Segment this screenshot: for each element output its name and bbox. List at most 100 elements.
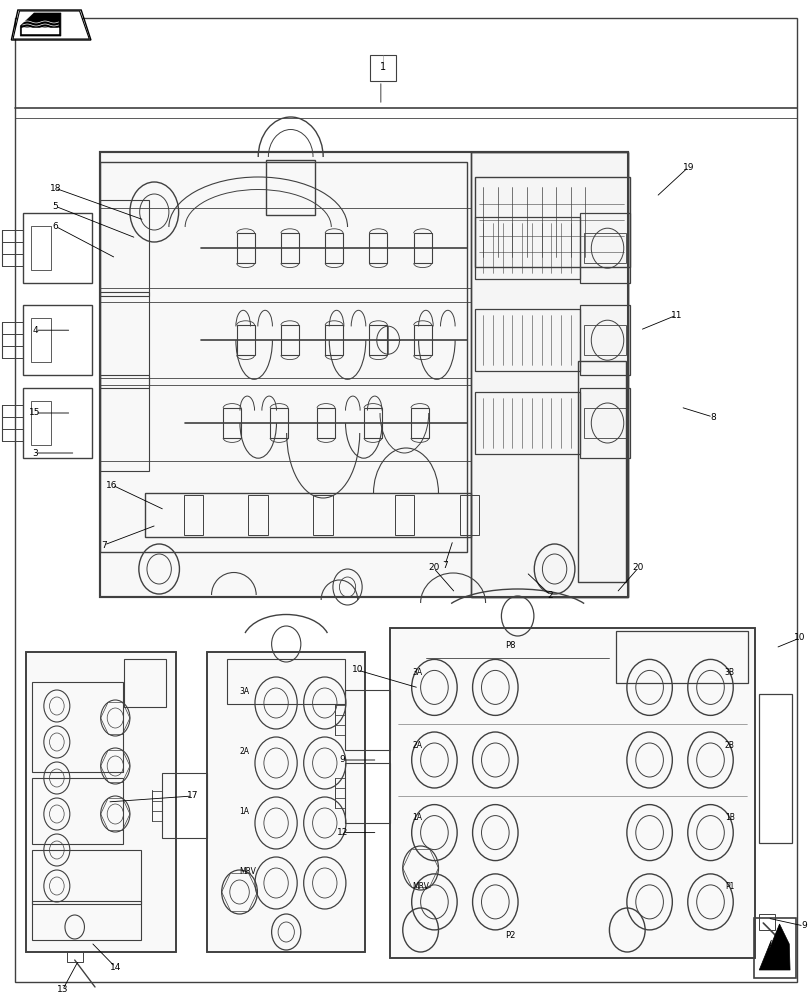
Bar (183, 495, 203, 535)
Text: 7: 7 (441, 560, 448, 569)
Bar (31, 226, 51, 270)
Bar (67, 952, 83, 962)
Text: 2: 2 (547, 590, 552, 599)
Bar (370, 55, 396, 81)
Bar (474, 309, 579, 371)
Bar (470, 152, 627, 597)
Bar (227, 659, 345, 704)
Text: 2A: 2A (239, 746, 249, 756)
Text: 1A: 1A (412, 813, 422, 822)
Bar (100, 152, 627, 597)
Bar (237, 233, 254, 263)
Bar (144, 493, 471, 537)
Polygon shape (22, 28, 59, 34)
Bar (26, 652, 176, 952)
Bar (316, 408, 334, 438)
Text: 3A: 3A (239, 686, 249, 696)
Bar (410, 408, 428, 438)
Text: 2A: 2A (412, 740, 422, 750)
Text: 17: 17 (187, 792, 198, 800)
Bar (32, 850, 140, 904)
Bar (413, 233, 431, 263)
Bar (32, 778, 122, 844)
Text: 16: 16 (106, 481, 118, 489)
Text: 20: 20 (632, 564, 643, 572)
Text: 9: 9 (800, 922, 806, 930)
Bar (23, 213, 92, 283)
Polygon shape (20, 13, 61, 36)
Bar (207, 652, 365, 952)
Bar (583, 325, 625, 355)
Bar (389, 628, 754, 958)
Polygon shape (13, 11, 89, 39)
Text: 3A: 3A (412, 668, 422, 677)
Polygon shape (758, 924, 789, 970)
Bar (223, 408, 241, 438)
Text: 10: 10 (351, 666, 363, 674)
Bar (162, 773, 207, 838)
Bar (100, 200, 148, 296)
Text: 1A: 1A (239, 806, 249, 816)
Bar (474, 217, 579, 279)
Text: 9: 9 (339, 756, 345, 764)
Bar (470, 152, 627, 597)
Bar (394, 495, 414, 535)
Bar (616, 631, 747, 683)
Text: 14: 14 (109, 962, 121, 972)
Bar (753, 918, 795, 978)
Text: 15: 15 (29, 408, 41, 417)
Bar (26, 652, 176, 952)
Bar (474, 177, 629, 267)
Text: 19: 19 (682, 162, 693, 172)
Bar (237, 325, 254, 355)
Bar (577, 361, 625, 582)
Text: 4: 4 (32, 326, 37, 335)
Text: 1B: 1B (724, 813, 734, 822)
Bar (23, 388, 92, 458)
Bar (31, 401, 51, 445)
Bar (369, 325, 387, 355)
Bar (248, 495, 268, 535)
Text: MRV: MRV (239, 866, 256, 876)
Bar (369, 233, 387, 263)
Bar (32, 901, 140, 940)
Text: 6: 6 (52, 222, 58, 231)
Bar (100, 375, 148, 471)
Bar (758, 694, 791, 842)
Text: 8: 8 (709, 412, 715, 422)
Text: 18: 18 (49, 184, 61, 193)
Bar (579, 305, 629, 375)
Bar (324, 325, 342, 355)
Bar (281, 233, 298, 263)
Bar (413, 325, 431, 355)
Bar (100, 292, 148, 388)
Text: P1: P1 (724, 882, 734, 891)
Bar (389, 628, 754, 958)
Text: P2: P2 (504, 932, 515, 940)
Bar (345, 690, 389, 750)
Text: 20: 20 (427, 564, 439, 572)
Text: 7: 7 (101, 540, 107, 549)
Bar (23, 305, 92, 375)
Bar (474, 392, 579, 454)
Bar (207, 652, 365, 952)
Text: 3: 3 (32, 448, 38, 458)
Bar (579, 213, 629, 283)
Text: 13: 13 (57, 986, 68, 994)
Bar (100, 162, 466, 552)
Bar (123, 659, 165, 707)
Text: MRV: MRV (412, 882, 429, 891)
Text: 12: 12 (337, 828, 348, 837)
Bar (583, 233, 625, 263)
Bar (583, 408, 625, 438)
Bar (266, 160, 315, 215)
Bar (281, 325, 298, 355)
Bar (31, 318, 51, 362)
Bar (313, 495, 333, 535)
Text: 3B: 3B (724, 668, 734, 677)
Text: P8: P8 (504, 642, 515, 650)
Text: 5: 5 (52, 202, 58, 211)
Text: 11: 11 (670, 311, 681, 320)
Bar (459, 495, 478, 535)
Text: 2B: 2B (724, 740, 734, 750)
